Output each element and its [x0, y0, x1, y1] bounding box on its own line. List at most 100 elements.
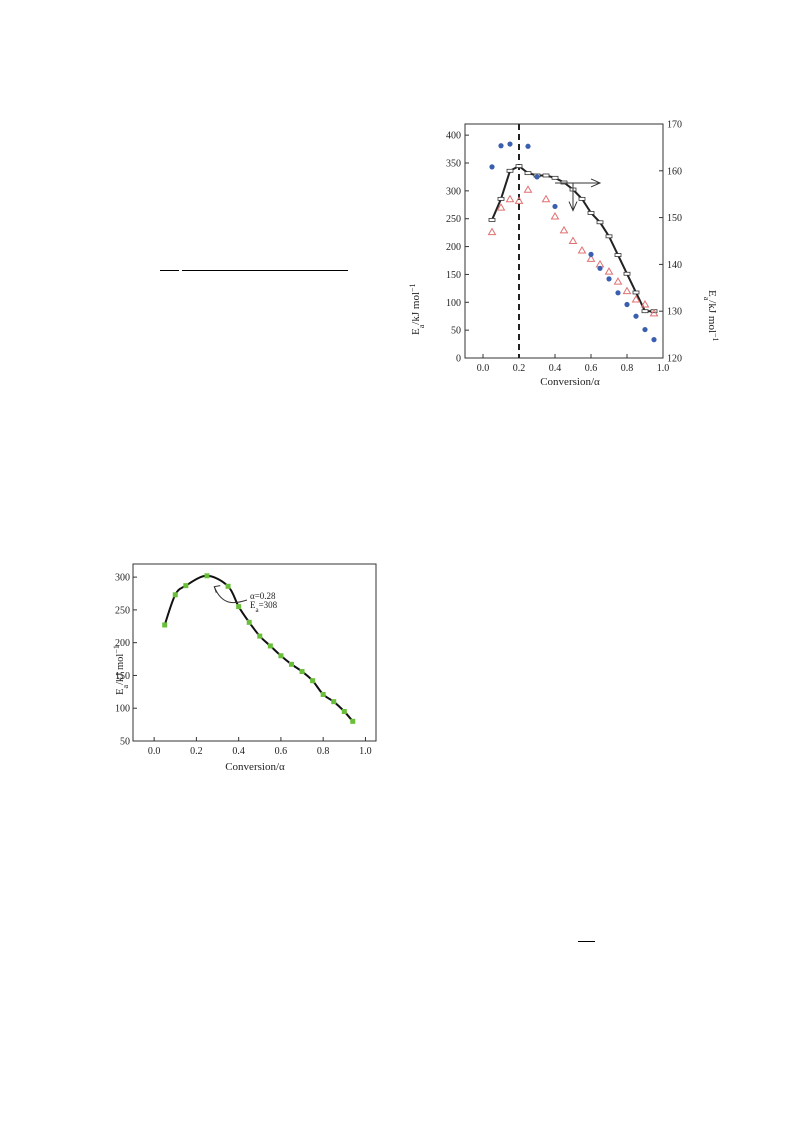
- square-marker: [506, 168, 514, 173]
- y-left-tick-label: 400: [446, 131, 461, 142]
- y-right-label: Ea/kJ mol−1: [703, 290, 721, 342]
- y-right-tick-label: 130: [667, 307, 682, 318]
- triangle-marker: [541, 194, 551, 203]
- chart2-svg: Ea/kJ mol−1 Conversion/α α=0.28 Ea=308 0…: [112, 563, 377, 773]
- x-tick-label: 0.2: [190, 746, 203, 757]
- y-left-tick-label: 0: [456, 354, 461, 365]
- data-point-marker: [183, 583, 189, 589]
- square-marker: [596, 220, 604, 225]
- triangle-marker: [604, 267, 614, 275]
- circle-marker: [615, 290, 621, 296]
- plot-frame: [464, 123, 664, 359]
- square-marker: [488, 218, 496, 222]
- circle-marker: [534, 174, 540, 180]
- data-point-marker: [278, 653, 284, 659]
- circle-marker: [552, 203, 558, 210]
- triangle-marker: [514, 196, 524, 204]
- triangle-marker: [631, 295, 641, 303]
- chart-activation-energy-single: Ea/kJ mol−1 Conversion/α α=0.28 Ea=308 0…: [110, 560, 390, 780]
- axis-arrow-head: [568, 201, 578, 212]
- chart1-svg: Ea/kJ mol−1 Ea/kJ mol−1 Conversion/α 0.0…: [408, 120, 721, 389]
- x-axis-label: Conversion/α: [540, 376, 600, 388]
- fraction-bar: [182, 270, 348, 271]
- fraction-bar: [578, 941, 595, 942]
- triangle-marker: [568, 236, 578, 244]
- data-point-marker: [341, 709, 347, 714]
- square-marker: [605, 234, 613, 239]
- square-marker: [497, 196, 505, 201]
- circle-marker: [642, 326, 648, 333]
- fraction-bar: [160, 270, 179, 271]
- x-tick-label: 0.8: [317, 746, 330, 757]
- y-tick-label: 150: [115, 671, 130, 682]
- triangle-marker: [550, 211, 560, 220]
- circle-marker: [597, 265, 603, 271]
- square-marker: [641, 309, 649, 314]
- y-left-tick-label: 100: [446, 298, 461, 309]
- circle-marker: [588, 251, 594, 257]
- y-left-label: Ea/kJ mol−1: [408, 283, 426, 335]
- x-tick-label: 1.0: [657, 363, 670, 374]
- data-point-marker: [204, 573, 210, 579]
- annotation-arrow-head: [213, 585, 221, 593]
- circle-marker: [525, 143, 531, 149]
- triangle-marker: [613, 277, 623, 285]
- x-tick-label: 0.0: [148, 746, 161, 757]
- circle-marker: [507, 141, 513, 147]
- data-point-marker: [267, 643, 273, 649]
- triangle-marker: [505, 194, 515, 203]
- y-axis-label: Ea/kJ mol−1: [112, 645, 130, 695]
- annotation-ea: Ea=308: [250, 600, 278, 614]
- data-point-marker: [257, 633, 263, 639]
- y-right-tick-label: 150: [667, 213, 682, 224]
- data-point-marker: [350, 718, 356, 724]
- x-tick-label: 0.6: [585, 363, 598, 374]
- x-tick-label: 0.0: [477, 363, 490, 374]
- square-marker: [587, 211, 595, 215]
- data-point-marker: [172, 592, 178, 598]
- y-right-tick-label: 160: [667, 166, 682, 177]
- triangle-marker: [649, 308, 659, 317]
- y-tick-label: 300: [115, 573, 130, 584]
- x-tick-label: 0.8: [621, 363, 634, 374]
- y-right-tick-label: 140: [667, 260, 682, 271]
- chart-activation-energy-dual-axis: Ea/kJ mol−1 Ea/kJ mol−1 Conversion/α 0.0…: [400, 110, 721, 400]
- x-tick-label: 1.0: [359, 746, 372, 757]
- data-point-marker: [299, 669, 305, 675]
- triangle-marker: [559, 225, 569, 234]
- y-left-tick-label: 150: [446, 270, 461, 281]
- y-left-tick-label: 250: [446, 214, 461, 225]
- data-point-marker: [246, 619, 252, 625]
- data-point-marker: [225, 583, 231, 589]
- data-point-marker: [288, 661, 294, 667]
- x-tick-label: 0.2: [513, 363, 526, 374]
- circle-marker: [489, 164, 495, 170]
- data-point-marker: [310, 678, 316, 684]
- circle-marker: [606, 276, 612, 282]
- plot-frame: [132, 563, 377, 742]
- triangle-marker: [496, 203, 506, 211]
- axis-arrow-head: [590, 178, 602, 188]
- square-marker: [542, 173, 550, 178]
- circle-marker: [651, 337, 657, 343]
- square-marker: [524, 171, 532, 176]
- triangle-marker: [586, 254, 596, 262]
- y-left-tick-label: 50: [451, 326, 461, 337]
- triangle-marker: [577, 245, 587, 254]
- x-tick-label: 0.4: [232, 746, 245, 757]
- triangle-marker: [622, 286, 632, 295]
- annotation-alpha: α=0.28: [250, 591, 276, 601]
- triangle-marker: [487, 227, 497, 236]
- y-right-tick-label: 120: [667, 354, 682, 365]
- circle-marker: [624, 301, 630, 308]
- square-marker: [614, 253, 622, 257]
- y-left-tick-label: 300: [446, 186, 461, 197]
- y-right-tick-label: 170: [667, 120, 682, 131]
- y-left-tick-label: 200: [446, 242, 461, 253]
- data-point-marker: [236, 604, 242, 610]
- square-marker: [551, 175, 559, 180]
- annotation-arrow: [213, 586, 248, 604]
- data-point-marker: [320, 691, 326, 697]
- data-point-marker: [331, 699, 337, 705]
- x-tick-label: 0.4: [549, 363, 562, 374]
